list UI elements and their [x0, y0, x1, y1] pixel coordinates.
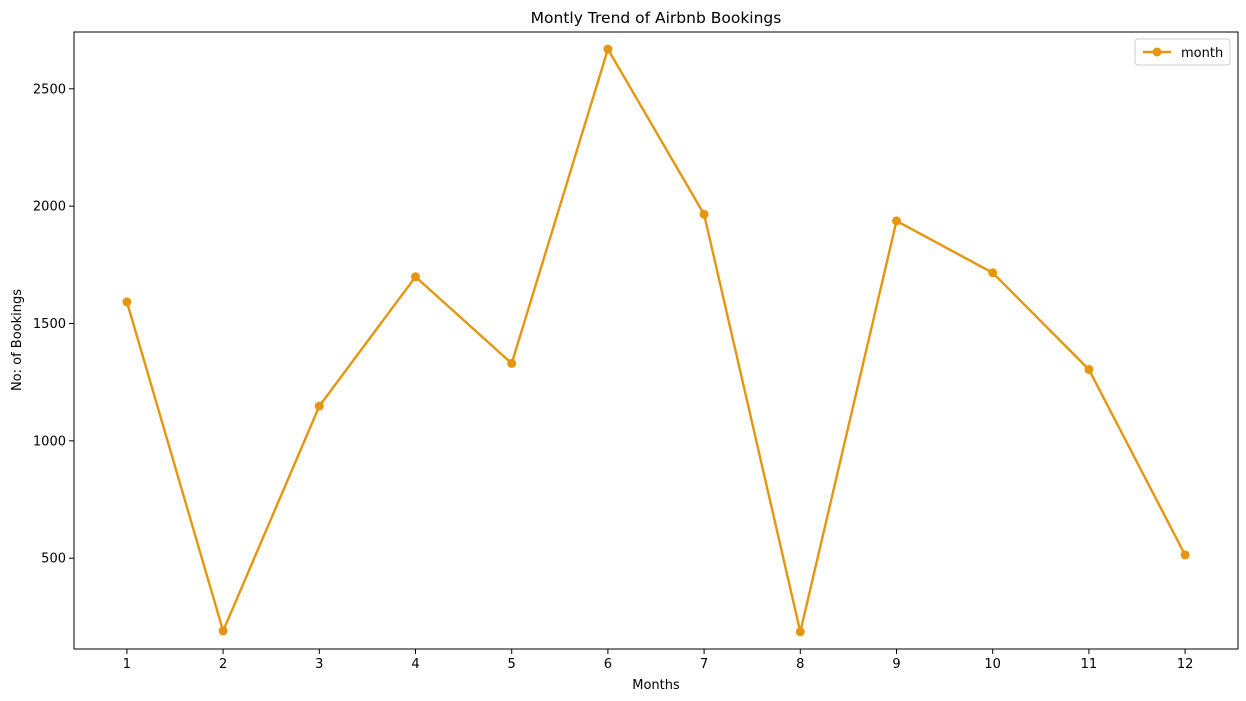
x-tick-label: 11 [1081, 657, 1098, 672]
y-tick-label: 2500 [33, 82, 66, 97]
data-point [218, 626, 228, 636]
data-point [122, 297, 132, 307]
y-axis-ticks: 500 1000 1500 2000 2500 [33, 82, 74, 567]
y-tick-label: 500 [41, 552, 66, 567]
y-tick-label: 2000 [33, 200, 66, 215]
data-point [795, 627, 805, 637]
x-tick-label: 12 [1177, 657, 1194, 672]
chart-title: Montly Trend of Airbnb Bookings [531, 9, 782, 27]
x-tick-label: 6 [604, 657, 612, 672]
legend-label: month [1181, 46, 1223, 61]
plot-area [74, 32, 1238, 649]
data-point [603, 44, 613, 54]
x-tick-label: 8 [796, 657, 804, 672]
x-tick-label: 5 [508, 657, 516, 672]
data-point [891, 216, 901, 226]
data-point [507, 358, 517, 368]
x-tick-label: 4 [411, 657, 419, 672]
x-axis-ticks: 1 2 3 4 5 6 7 8 9 10 11 12 [123, 649, 1194, 672]
x-tick-label: 1 [123, 657, 131, 672]
x-tick-label: 7 [700, 657, 708, 672]
x-tick-label: 9 [892, 657, 900, 672]
series-line-month [125, 47, 1187, 634]
x-tick-label: 3 [315, 657, 323, 672]
data-point [1084, 364, 1094, 374]
y-axis-label: No: of Bookings [10, 289, 25, 391]
data-point [699, 209, 709, 219]
y-tick-label: 1500 [33, 317, 66, 332]
data-point [1180, 550, 1190, 560]
x-tick-label: 10 [984, 657, 1001, 672]
data-point [411, 272, 421, 282]
series-layer [122, 44, 1190, 637]
legend-marker [1152, 47, 1162, 57]
y-tick-label: 1000 [33, 434, 66, 449]
x-axis-label: Months [632, 678, 680, 693]
x-tick-label: 2 [219, 657, 227, 672]
plot-frame [73, 31, 1239, 650]
legend-box [1134, 38, 1231, 66]
legend: month [1134, 38, 1231, 66]
data-point [988, 268, 998, 278]
data-point [314, 401, 324, 411]
